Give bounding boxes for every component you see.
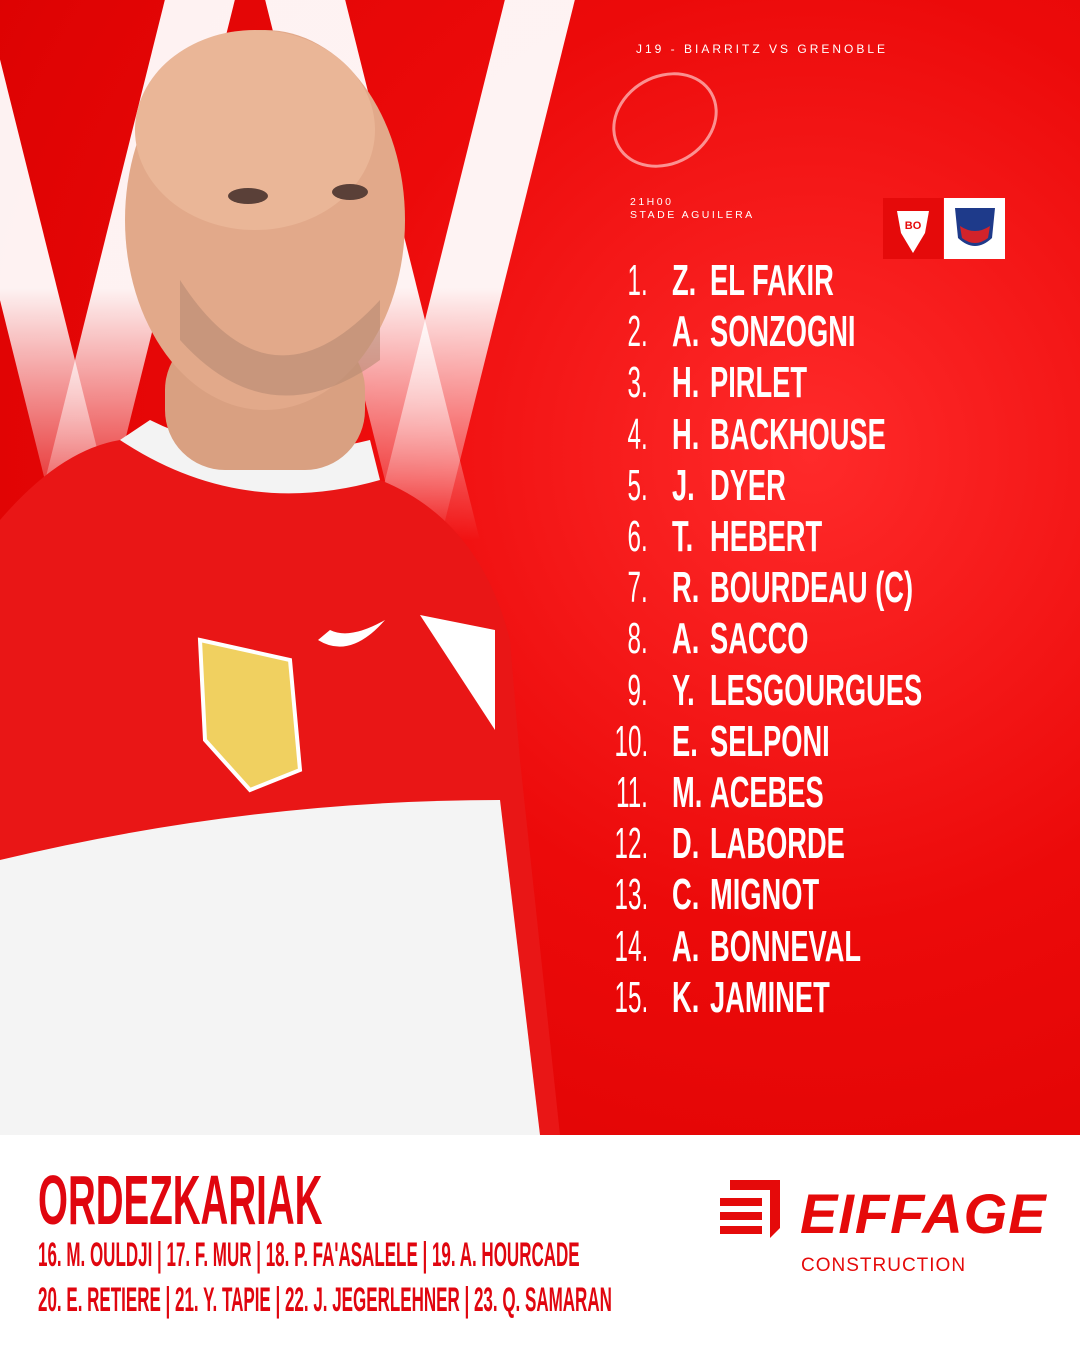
player-initial: E. <box>672 716 698 766</box>
lineup-row: 15. K. JAMINET <box>600 972 1000 1022</box>
player-number: 9. <box>627 665 648 715</box>
player-name: DYER <box>710 460 786 510</box>
player-name: LESGOURGUES <box>710 665 923 715</box>
sponsor-name: EIFFAGE <box>800 1182 1047 1245</box>
lineup-row: 11. M. ACEBES <box>600 770 1000 816</box>
subs-title: ORDEZKARIAK <box>38 1161 323 1239</box>
lineup-row: 6. T. HEBERT <box>600 514 1000 560</box>
player-number: 13. <box>614 870 648 920</box>
player-name: HEBERT <box>710 512 823 561</box>
svg-text:BO: BO <box>905 220 922 232</box>
player-photo <box>0 30 560 1135</box>
lineup-row: 3. H. PIRLET <box>600 360 1000 406</box>
player-name: PIRLET <box>710 358 808 408</box>
player-name: EL FAKIR <box>710 256 834 305</box>
player-number: 6. <box>627 512 648 561</box>
player-name: BACKHOUSE <box>710 409 886 459</box>
player-name: SACCO <box>710 614 809 664</box>
footer: ORDEZKARIAK 16. M. OULDJI | 17. F. MUR |… <box>0 1135 1080 1350</box>
player-initial: H. <box>672 358 700 408</box>
player-name: JAMINET <box>710 972 830 1022</box>
lineup-row: 9. Y. LESGOURGUES <box>600 665 1000 715</box>
player-number: 2. <box>627 307 648 357</box>
player-initial: R. <box>672 563 700 613</box>
player-initial: A. <box>672 921 700 971</box>
lineup-row: 10. E. SELPONI <box>600 716 1000 766</box>
player-initial: H. <box>672 409 700 459</box>
sponsor-sub: CONSTRUCTION <box>801 1255 967 1276</box>
player-number: 4. <box>627 409 648 459</box>
kickoff-time: 21H00 <box>630 196 674 208</box>
player-initial: A. <box>672 307 700 357</box>
lineup-row: 14. A. BONNEVAL <box>600 921 1000 971</box>
player-name: MIGNOT <box>710 870 820 920</box>
eiffage-mark-icon <box>720 1180 780 1238</box>
lineup-row: 5. J. DYER <box>600 460 1000 510</box>
player-initial: A. <box>672 614 700 664</box>
match-info: J19 - BIARRITZ VS GRENOBLE <box>636 42 888 56</box>
venue: STADE AGUILERA <box>630 209 755 221</box>
player-number: 1. <box>627 256 648 305</box>
player-name: ACEBES <box>710 768 824 817</box>
player-number: 8. <box>627 614 648 664</box>
player-initial: Y. <box>672 665 695 715</box>
player-initial: J. <box>672 460 695 510</box>
lineup-row: 1. Z. EL FAKIR <box>600 258 1000 304</box>
sponsor-logo: EIFFAGE CONSTRUCTION <box>720 1180 1046 1276</box>
lineup-row: 8. A. SACCO <box>600 616 1000 662</box>
player-initial: C. <box>672 870 700 920</box>
lineup-row: 2. A. SONZOGNI <box>600 309 1000 355</box>
lineup-row: 13. C. MIGNOT <box>600 872 1000 918</box>
player-number: 10. <box>614 716 648 766</box>
player-number: 14. <box>614 921 648 971</box>
player-number: 11. <box>616 768 648 817</box>
player-name: BONNEVAL <box>710 921 862 971</box>
subs-line-1: 16. M. OULDJI | 17. F. MUR | 18. P. FA'A… <box>38 1236 580 1274</box>
player-initial: Z. <box>672 256 697 305</box>
player-number: 3. <box>627 358 648 408</box>
hero-area: J19 - BIARRITZ VS GRENOBLE OSAKETA 21H00… <box>0 0 1080 1135</box>
player-number: 12. <box>614 819 648 869</box>
player-initial: D. <box>672 819 700 869</box>
player-name: LABORDE <box>710 819 845 869</box>
lineup-row: 12. D. LABORDE <box>600 821 1000 867</box>
player-number: 15. <box>614 972 648 1022</box>
player-initial: M. <box>672 768 703 817</box>
page-title: OSAKETA <box>625 48 1080 198</box>
kickoff-info: 21H00 STADE AGUILERA <box>630 196 755 222</box>
lineup-row: 7. R. BOURDEAU (C) <box>600 565 1000 611</box>
lineup-row: 4. H. BACKHOUSE <box>600 409 1000 459</box>
player-initial: K. <box>672 972 700 1022</box>
player-name: BOURDEAU (C) <box>710 563 914 613</box>
subs-line-2: 20. E. RETIERE | 21. Y. TAPIE | 22. J. J… <box>38 1281 612 1319</box>
biarritz-logo: BO <box>883 198 943 259</box>
player-number: 7. <box>627 563 648 613</box>
grenoble-logo <box>944 198 1005 259</box>
player-name: SELPONI <box>710 716 830 766</box>
player-name: SONZOGNI <box>710 307 856 357</box>
player-number: 5. <box>627 460 648 510</box>
player-initial: T. <box>672 512 694 561</box>
